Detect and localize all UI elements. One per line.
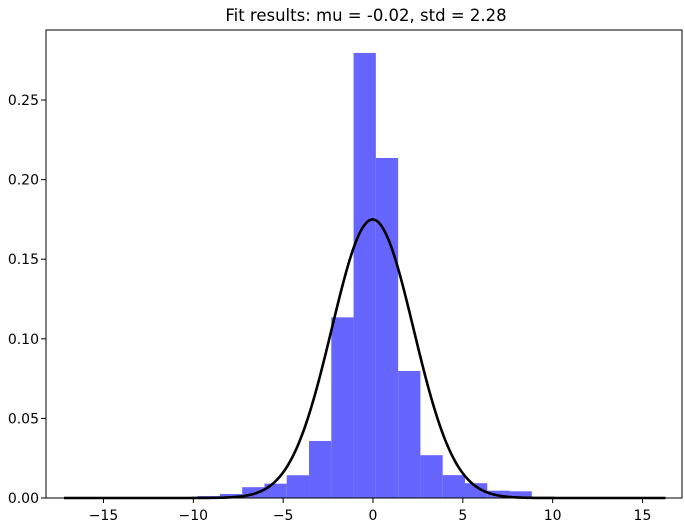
histogram-bar (375, 157, 399, 498)
histogram-bar (331, 317, 354, 498)
histogram-bar (353, 52, 376, 498)
y-tick-label: 0.05 (8, 411, 39, 427)
y-tick-label: 0.20 (8, 173, 39, 189)
histogram-bar (509, 491, 532, 498)
y-tick-label: 0.00 (8, 491, 39, 507)
x-tick-label: 0 (369, 508, 378, 524)
x-tick-label: 15 (634, 508, 652, 524)
histogram-bar (264, 483, 287, 498)
histogram-bars (63, 52, 666, 498)
x-tick-label: 10 (544, 508, 562, 524)
y-tick-label: 0.15 (8, 252, 39, 268)
histogram-bar (286, 475, 310, 498)
chart-title: Fit results: mu = -0.02, std = 2.28 (225, 6, 506, 25)
x-tick-label: 5 (458, 508, 467, 524)
x-axis-ticks: −15 −10 −5 0 5 10 15 (89, 498, 652, 524)
histogram-bar (398, 370, 421, 498)
histogram-bar (242, 487, 265, 498)
x-tick-label: −15 (89, 508, 119, 524)
y-tick-label: 0.25 (8, 93, 39, 109)
x-tick-label: −5 (273, 508, 294, 524)
plot-frame (45, 29, 683, 499)
histogram-bar (420, 455, 443, 498)
histogram-bar (309, 441, 332, 498)
histogram-bar (464, 483, 488, 498)
y-axis-ticks: 0.00 0.05 0.10 0.15 0.20 0.25 (8, 93, 46, 507)
histogram-bar (442, 475, 465, 498)
x-tick-label: −10 (179, 508, 209, 524)
y-tick-label: 0.10 (8, 332, 39, 348)
